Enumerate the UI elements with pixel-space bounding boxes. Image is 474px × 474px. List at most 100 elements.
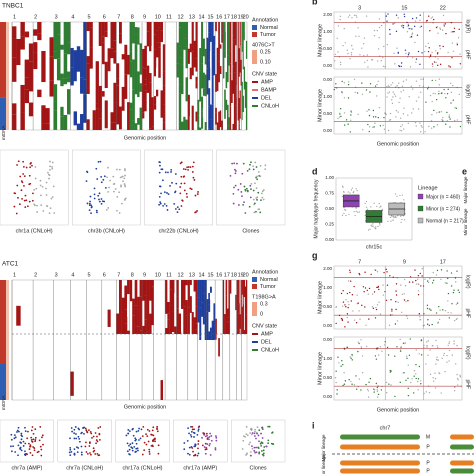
tsne-frame — [173, 419, 228, 463]
cnv-block — [229, 106, 232, 130]
bin-dot — [426, 341, 428, 343]
cnv-block — [242, 311, 244, 334]
cell-dot — [160, 192, 162, 195]
bin-dot — [347, 301, 349, 303]
bin-dot — [414, 41, 416, 44]
cell-dot — [355, 207, 357, 209]
cnv-block — [101, 56, 105, 65]
cnv-block — [101, 111, 105, 130]
label: Minor lineage — [463, 208, 468, 236]
cnv-block — [45, 22, 50, 51]
cell-dot — [73, 437, 76, 440]
label: 15 — [208, 272, 214, 278]
tsne-frame — [144, 149, 213, 226]
bin-dot — [403, 13, 405, 15]
cnv-block — [118, 33, 122, 44]
bin-dot — [418, 365, 421, 368]
bin-dot — [454, 106, 456, 109]
cnv-block — [129, 22, 133, 52]
bin-dot — [349, 14, 351, 16]
bin-dot — [378, 37, 380, 39]
bin-dot — [451, 303, 453, 305]
cell-dot — [20, 189, 23, 192]
cell-dot — [128, 453, 131, 455]
bin-dot — [439, 45, 441, 47]
cell-dot — [189, 187, 192, 190]
cell-dot — [243, 185, 246, 188]
bin-dot — [400, 125, 402, 128]
cnv-block — [237, 304, 239, 314]
cell-dot — [377, 225, 379, 228]
bin-dot — [398, 82, 400, 84]
bin-dot — [420, 383, 422, 385]
bin-dot — [350, 54, 353, 56]
label: AMP — [261, 79, 273, 85]
cnv-block — [89, 27, 93, 48]
cnv-block — [215, 124, 217, 130]
cell-dot — [118, 168, 121, 171]
cnv-block — [151, 312, 154, 326]
cnv-block — [187, 48, 190, 64]
bin-dot — [438, 78, 441, 80]
bin-dot — [386, 20, 388, 22]
cnv-block — [178, 27, 182, 47]
cell-dot — [118, 212, 121, 214]
cell-dot — [236, 162, 238, 165]
cell-dot — [182, 176, 185, 178]
bin-dot — [344, 326, 346, 328]
label: 18 — [231, 272, 237, 278]
cnv-block — [185, 22, 188, 47]
label: Major lineage — [317, 281, 323, 314]
label: 2.00 — [323, 12, 332, 17]
cell-dot — [21, 197, 23, 200]
bin-dot — [335, 381, 337, 384]
bin-dot — [344, 304, 346, 306]
bin-dot — [382, 65, 385, 67]
cell-dot — [51, 166, 53, 168]
label: Annotation — [252, 17, 278, 23]
cell-dot — [123, 177, 126, 180]
cell-dot — [180, 175, 183, 178]
cnv-block — [218, 22, 220, 37]
cell-dot — [260, 192, 263, 195]
label: AMP — [261, 331, 273, 337]
bin-dot — [415, 61, 417, 63]
bin-dot — [438, 372, 440, 374]
bin-dot — [437, 58, 439, 60]
cnv-block — [144, 79, 147, 85]
label: 7 — [117, 14, 120, 20]
tsne-frame — [57, 419, 112, 463]
cnv-block — [80, 93, 84, 115]
bin-dot — [407, 364, 410, 366]
label: 15 — [208, 14, 214, 20]
cnv-block — [199, 307, 202, 337]
chromosome-bar — [340, 468, 420, 474]
cell-dot — [201, 444, 204, 447]
bin-dot — [392, 91, 394, 93]
cnv-block — [137, 326, 140, 334]
bin-dot — [455, 281, 457, 283]
cell-dot — [169, 185, 171, 187]
cell-dot — [352, 192, 354, 194]
cnv-block — [127, 102, 130, 130]
bin-dot — [411, 56, 414, 59]
bin-dot — [447, 311, 449, 314]
bin-dot — [426, 323, 429, 325]
bin-dot — [453, 319, 456, 322]
cnv-block — [226, 104, 229, 126]
bin-dot — [453, 389, 456, 392]
cnv-block — [158, 77, 161, 100]
bin-dot — [359, 54, 361, 56]
cell-dot — [196, 433, 199, 436]
label: 1 — [13, 272, 16, 278]
cnv-block — [144, 319, 147, 333]
bin-dot — [457, 289, 459, 291]
cnv-block — [189, 280, 192, 285]
cell-dot — [204, 448, 207, 451]
cell-dot — [232, 192, 235, 195]
bin-dot — [436, 356, 438, 358]
bin-dot — [357, 341, 360, 343]
cnv-block — [151, 97, 154, 104]
cell-dot — [17, 426, 20, 429]
cnv-block — [124, 323, 128, 334]
